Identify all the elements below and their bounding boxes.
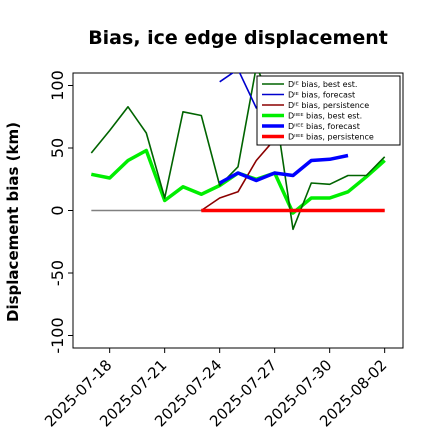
- series-line-0: [90, 73, 386, 231]
- legend-label: Dᴵᴵᴱᴱ bias, best est.: [288, 112, 362, 121]
- y-tick-label: 0: [48, 205, 67, 215]
- y-ticks: 100 50 0 -50 -100: [48, 70, 73, 354]
- y-tick-label: -100: [48, 317, 67, 353]
- series-line-2: [200, 138, 276, 212]
- legend-label: Dᴵᴱ bias, persistence: [288, 101, 369, 110]
- legend-label: Dᴵᴱ bias, forecast: [288, 91, 355, 100]
- chart-title: Bias, ice edge displacement: [88, 27, 388, 49]
- legend-label: Dᴵᴱ bias, best est.: [288, 80, 357, 89]
- y-tick-label: 100: [48, 70, 67, 101]
- series-line-4: [218, 153, 349, 185]
- x-ticks: 2025-07-182025-07-212025-07-242025-07-27…: [41, 348, 390, 430]
- series-line-3: [90, 148, 386, 215]
- legend-label: Dᴵᴵᴱᴱ bias, forecast: [288, 122, 360, 131]
- legend-box: [256, 75, 401, 146]
- y-tick-label: 50: [48, 138, 67, 158]
- y-tick-label: -50: [48, 260, 67, 286]
- legend: Dᴵᴱ bias, best est. Dᴵᴱ bias, forecastDᴵᴱ…: [256, 75, 401, 146]
- series-layer: [90, 73, 386, 231]
- y-axis-label: Displacement bias (km): [4, 122, 22, 322]
- legend-label: Dᴵᴵᴱᴱ bias, persistence: [288, 133, 374, 142]
